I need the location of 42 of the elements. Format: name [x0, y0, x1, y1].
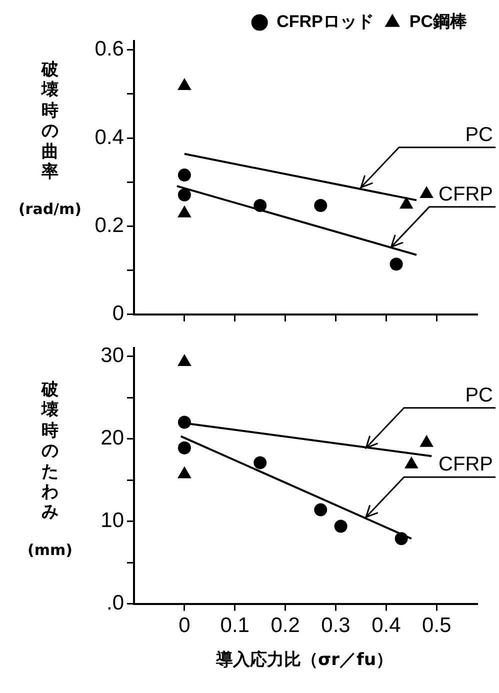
annotation: CFRP: [438, 183, 493, 206]
y-tick-label: 0: [112, 302, 124, 326]
point: [178, 354, 192, 366]
y-tick-label: 30: [100, 344, 124, 368]
annotation: CFRP: [438, 454, 493, 476]
point: [390, 258, 403, 271]
x-axis-title: 導入応力比（σr／fu）: [214, 649, 394, 671]
y-axis-title: 破壊時の曲率 (rad/m): [18, 60, 82, 218]
point: [178, 441, 191, 454]
point: [254, 456, 267, 470]
y-tick-label: 0.6: [94, 38, 124, 61]
point: [178, 168, 191, 182]
x-tick-label: 0: [178, 614, 190, 638]
x-tick-label: 0.5: [422, 614, 452, 638]
point: [400, 197, 413, 209]
point: [254, 198, 267, 212]
y-tick-label: 0.2: [94, 214, 124, 238]
point: [178, 188, 191, 202]
annotation: PC: [465, 124, 493, 146]
point: [178, 466, 192, 478]
y-tick-label: 0.4: [94, 126, 124, 149]
point: [314, 198, 328, 212]
point: [178, 206, 192, 218]
point: [178, 78, 192, 90]
x-tick-label: 0.3: [321, 614, 350, 638]
y-tick-label: 10: [100, 509, 124, 532]
x-tick-label: 0.1: [220, 614, 250, 638]
annotation: PC: [465, 384, 493, 406]
point: [420, 186, 434, 198]
legend-label: CFRPロッド: [276, 12, 374, 32]
y-tick-label: 20: [100, 426, 124, 450]
point: [420, 435, 434, 447]
x-tick-label: 0.2: [270, 614, 300, 638]
point: [314, 503, 328, 516]
point: [178, 416, 191, 429]
point: [404, 456, 418, 468]
y-tick-label: .0: [106, 592, 124, 615]
x-tick-label: 0.4: [372, 614, 402, 638]
legend-label: PC鋼棒: [409, 12, 468, 32]
point: [394, 532, 408, 546]
point: [334, 520, 348, 533]
y-axis-title: 破壊時のたわみ (mm): [28, 380, 72, 559]
